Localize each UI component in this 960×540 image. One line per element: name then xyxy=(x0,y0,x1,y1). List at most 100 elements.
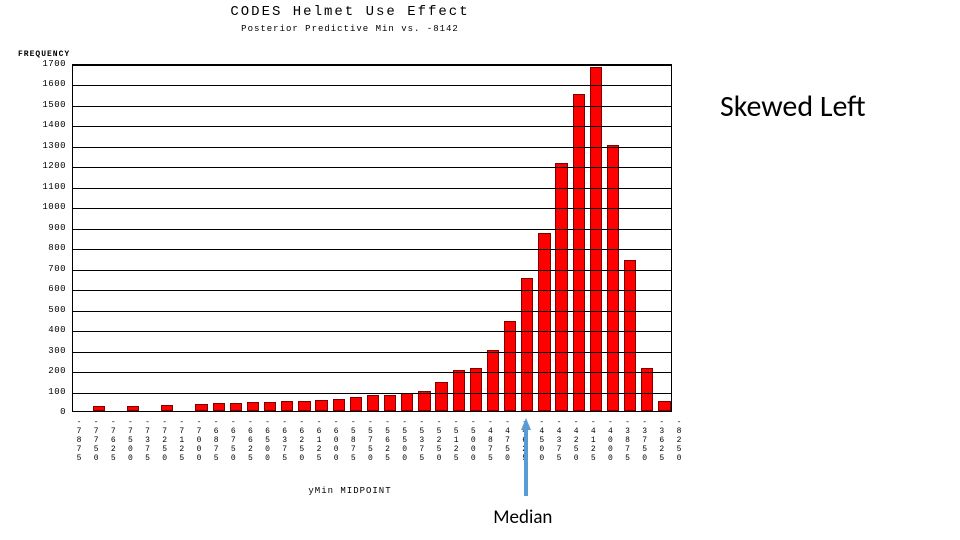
gridline xyxy=(73,331,671,332)
bar xyxy=(555,163,567,411)
x-tick-label: - 5 7 5 0 xyxy=(368,418,373,463)
bar xyxy=(435,382,447,411)
gridline xyxy=(73,290,671,291)
y-tick-label: 300 xyxy=(10,346,66,356)
bar xyxy=(470,368,482,411)
bar xyxy=(521,278,533,411)
x-tick-label: - 6 2 5 0 xyxy=(299,418,304,463)
bar xyxy=(658,401,670,411)
x-tick-label: - 8 2 5 0 xyxy=(677,418,682,463)
median-annotation: Median xyxy=(493,506,552,529)
x-tick-label: - 4 8 7 5 xyxy=(488,418,493,463)
gridline xyxy=(73,147,671,148)
y-tick-label: 200 xyxy=(10,366,66,376)
x-tick-label: - 4 2 5 0 xyxy=(574,418,579,463)
gridline xyxy=(73,126,671,127)
x-tick-label: - 6 6 2 5 xyxy=(248,418,253,463)
chart-subtitle: Posterior Predictive Min vs. -8142 xyxy=(10,24,690,34)
x-tick-label: - 7 7 5 0 xyxy=(94,418,99,463)
gridline xyxy=(73,229,671,230)
x-tick-label: - 7 1 2 5 xyxy=(179,418,184,463)
x-tick-label: - 7 6 2 5 xyxy=(111,418,116,463)
gridline xyxy=(73,106,671,107)
x-tick-label: - 5 0 0 0 xyxy=(471,418,476,463)
bar xyxy=(298,401,310,411)
y-tick-label: 1700 xyxy=(10,59,66,69)
x-tick-label: - 7 3 7 5 xyxy=(145,418,150,463)
x-tick-label: - 5 6 2 5 xyxy=(385,418,390,463)
bar xyxy=(247,402,259,411)
y-tick-label: 1200 xyxy=(10,161,66,171)
bar xyxy=(573,94,585,411)
y-tick-label: 700 xyxy=(10,264,66,274)
histogram-chart: CODES Helmet Use Effect Posterior Predic… xyxy=(10,0,690,500)
x-tick-label: - 4 6 2 5 xyxy=(522,418,527,463)
x-tick-label: - 3 7 5 0 xyxy=(642,418,647,463)
gridline xyxy=(73,372,671,373)
bar xyxy=(384,395,396,411)
chart-title: CODES Helmet Use Effect xyxy=(10,4,690,20)
x-axis-label: yMin MIDPOINT xyxy=(10,486,690,496)
gridline xyxy=(73,393,671,394)
y-tick-label: 800 xyxy=(10,243,66,253)
gridline xyxy=(73,167,671,168)
gridline xyxy=(73,270,671,271)
bar xyxy=(315,400,327,411)
x-tick-label: - 6 7 5 0 xyxy=(231,418,236,463)
x-tick-label: - 6 5 0 0 xyxy=(265,418,270,463)
bar xyxy=(213,403,225,411)
gridline xyxy=(73,249,671,250)
y-tick-label: 1400 xyxy=(10,120,66,130)
bar xyxy=(93,406,105,411)
bar xyxy=(281,401,293,411)
y-tick-label: 1300 xyxy=(10,141,66,151)
gridline xyxy=(73,352,671,353)
y-tick-label: 600 xyxy=(10,284,66,294)
x-tick-label: - 4 7 5 0 xyxy=(505,418,510,463)
y-tick-label: 1000 xyxy=(10,202,66,212)
bar xyxy=(538,233,550,411)
y-tick-label: 1100 xyxy=(10,182,66,192)
x-tick-label: - 6 3 7 5 xyxy=(282,418,287,463)
bar xyxy=(367,395,379,411)
plot-area xyxy=(72,64,672,412)
bar xyxy=(624,260,636,411)
x-tick-label: - 5 5 0 0 xyxy=(402,418,407,463)
bar xyxy=(590,67,602,411)
x-tick-label: - 7 8 7 5 xyxy=(77,418,82,463)
bar xyxy=(504,321,516,411)
y-tick-label: 0 xyxy=(10,407,66,417)
bar xyxy=(195,404,207,411)
y-tick-label: 500 xyxy=(10,305,66,315)
bars-container xyxy=(73,65,671,411)
x-tick-label: - 4 0 0 0 xyxy=(608,418,613,463)
bar xyxy=(487,350,499,411)
x-tick-label: - 5 3 7 5 xyxy=(419,418,424,463)
y-axis-label: FREQUENCY xyxy=(18,50,70,59)
skew-annotation: Skewed Left xyxy=(720,88,866,125)
bar xyxy=(453,370,465,411)
bar xyxy=(230,403,242,411)
x-tick-label: - 4 5 0 0 xyxy=(539,418,544,463)
x-tick-label: - 6 0 0 0 xyxy=(334,418,339,463)
x-tick-label: - 4 1 2 5 xyxy=(591,418,596,463)
gridline xyxy=(73,208,671,209)
x-tick-label: - 7 2 5 0 xyxy=(162,418,167,463)
x-tick-label: - 5 8 7 5 xyxy=(351,418,356,463)
bar xyxy=(418,391,430,411)
x-tick-label: - 7 0 0 0 xyxy=(197,418,202,463)
y-tick-label: 100 xyxy=(10,387,66,397)
y-tick-label: 400 xyxy=(10,325,66,335)
x-tick-label: - 7 5 0 0 xyxy=(128,418,133,463)
x-tick-label: - 3 6 2 5 xyxy=(659,418,664,463)
gridline xyxy=(73,65,671,66)
x-tick-label: - 3 8 7 5 xyxy=(625,418,630,463)
y-tick-label: 1500 xyxy=(10,100,66,110)
x-ticks: - 7 8 7 5 - 7 7 5 0 - 7 6 2 5 - 7 5 0 0 … xyxy=(72,418,672,478)
bar xyxy=(161,405,173,411)
bar xyxy=(264,402,276,411)
x-tick-label: - 5 1 2 5 xyxy=(454,418,459,463)
y-tick-label: 1600 xyxy=(10,79,66,89)
x-tick-label: - 6 1 2 5 xyxy=(317,418,322,463)
x-tick-label: - 6 8 7 5 xyxy=(214,418,219,463)
